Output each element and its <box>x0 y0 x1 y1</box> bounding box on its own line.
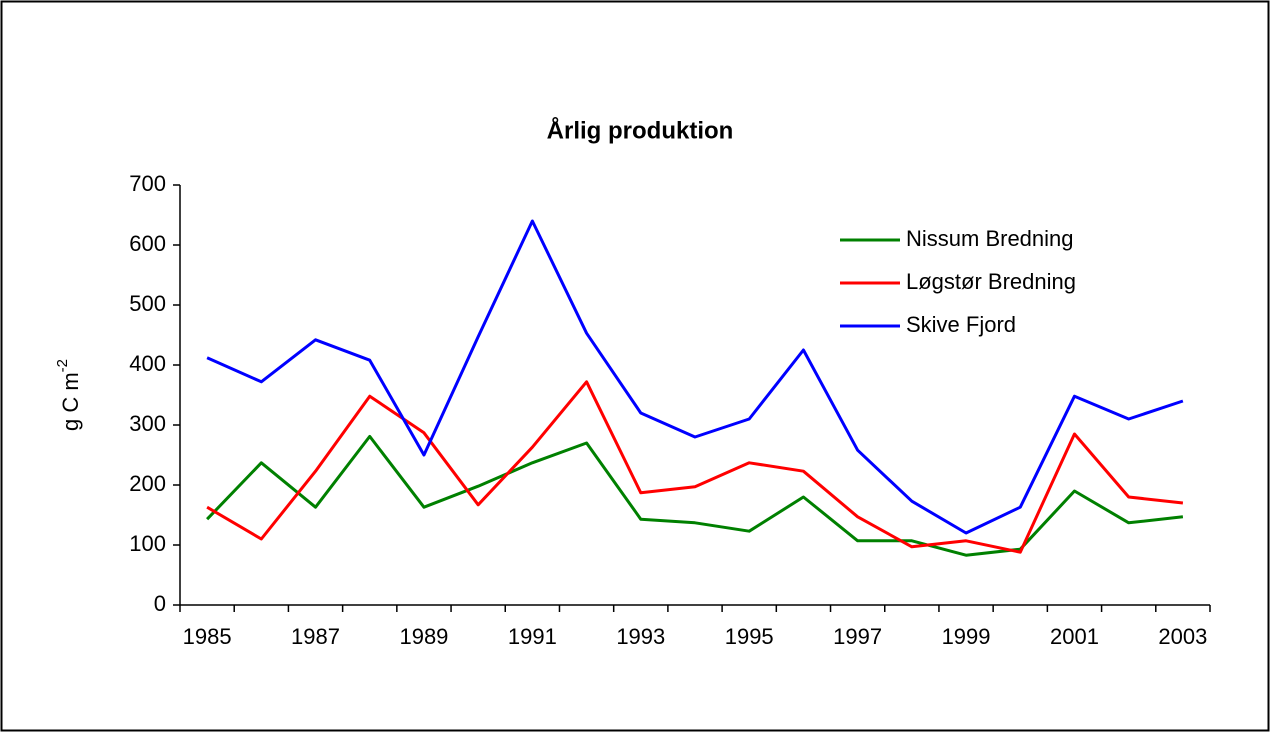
y-axis-label-main: g C m <box>58 372 83 431</box>
x-tick-label: 1999 <box>942 624 991 649</box>
x-tick-label: 1991 <box>508 624 557 649</box>
x-tick-label: 2003 <box>1158 624 1207 649</box>
x-tick-label: 1985 <box>183 624 232 649</box>
series-line <box>206 380 1184 554</box>
y-tick-label: 400 <box>129 351 166 376</box>
y-axis-label: g C m-2 <box>54 359 83 431</box>
x-tick-label: 2001 <box>1050 624 1099 649</box>
chart-title: Årlig produktion <box>547 116 734 144</box>
y-tick-label: 700 <box>129 171 166 196</box>
y-axis-label-sup: -2 <box>54 359 71 372</box>
y-tick-label: 0 <box>154 591 166 616</box>
y-tick-label: 600 <box>129 231 166 256</box>
x-tick-label: 1987 <box>291 624 340 649</box>
series-line <box>206 219 1184 535</box>
y-tick-label: 300 <box>129 411 166 436</box>
y-tick-label: 100 <box>129 531 166 556</box>
legend-label: Nissum Bredning <box>906 226 1074 251</box>
x-tick-label: 1995 <box>725 624 774 649</box>
x-tick-label: 1989 <box>399 624 448 649</box>
legend-label: Skive Fjord <box>906 312 1016 337</box>
x-tick-label: 1993 <box>616 624 665 649</box>
legend-label: Løgstør Bredning <box>906 269 1076 294</box>
y-tick-label: 500 <box>129 291 166 316</box>
y-tick-label: 200 <box>129 471 166 496</box>
x-tick-label: 1997 <box>833 624 882 649</box>
